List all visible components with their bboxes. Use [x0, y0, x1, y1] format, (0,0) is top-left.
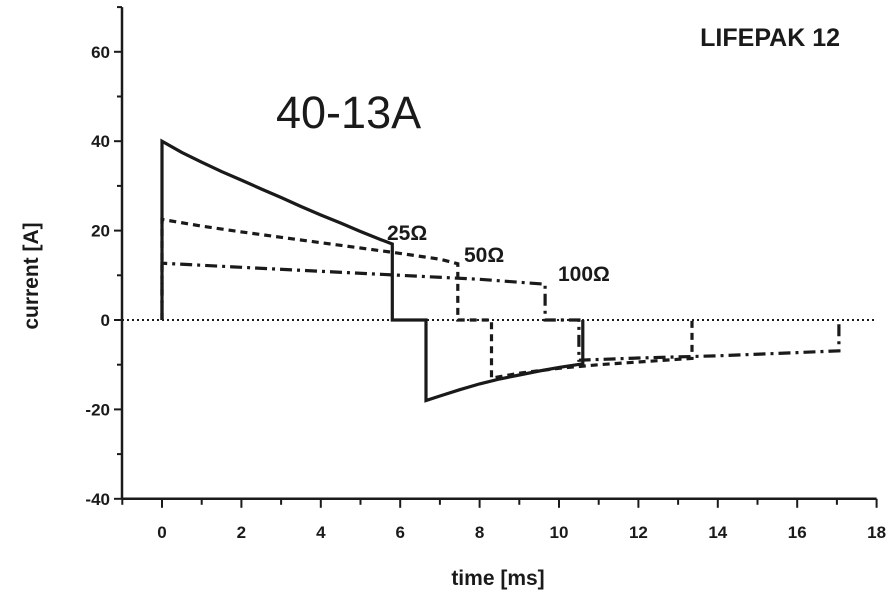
- x-tick-label: 12: [629, 523, 648, 542]
- y-tick-label: 0: [101, 311, 110, 330]
- x-tick-label: 16: [788, 523, 807, 542]
- chart-title: LIFEPAK 12: [700, 24, 840, 52]
- x-tick-label: 14: [708, 523, 727, 542]
- y-tick-label: -20: [85, 400, 110, 419]
- x-tick-label: 0: [157, 523, 166, 542]
- y-axis-title: current [A]: [20, 222, 43, 329]
- x-tick-label: 8: [475, 523, 484, 542]
- x-tick-label: 10: [550, 523, 569, 542]
- y-tick-label: 40: [91, 132, 110, 151]
- x-axis-title: time [ms]: [451, 567, 544, 590]
- series-line-3: [160, 261, 841, 362]
- x-tick-label: 4: [316, 523, 326, 542]
- axes: 60 40 20 0 -20 -40 0 2 4 6 8 10 12 14 16 18: [85, 6, 886, 542]
- y-tick-label: 60: [91, 43, 110, 62]
- x-tick-label: 2: [237, 523, 246, 542]
- series-line-1: [160, 138, 585, 403]
- series-group: [160, 138, 841, 403]
- series-label-25: 25Ω: [387, 222, 427, 245]
- x-tick-label: 6: [395, 523, 404, 542]
- device-label: 40-13A: [276, 87, 421, 138]
- y-tick-label: -40: [85, 490, 110, 509]
- series-label-100: 100Ω: [558, 263, 610, 286]
- y-tick-label: 20: [91, 222, 110, 241]
- series-line-2: [160, 217, 694, 381]
- series-label-50: 50Ω: [464, 244, 504, 267]
- x-tick-label: 18: [867, 523, 886, 542]
